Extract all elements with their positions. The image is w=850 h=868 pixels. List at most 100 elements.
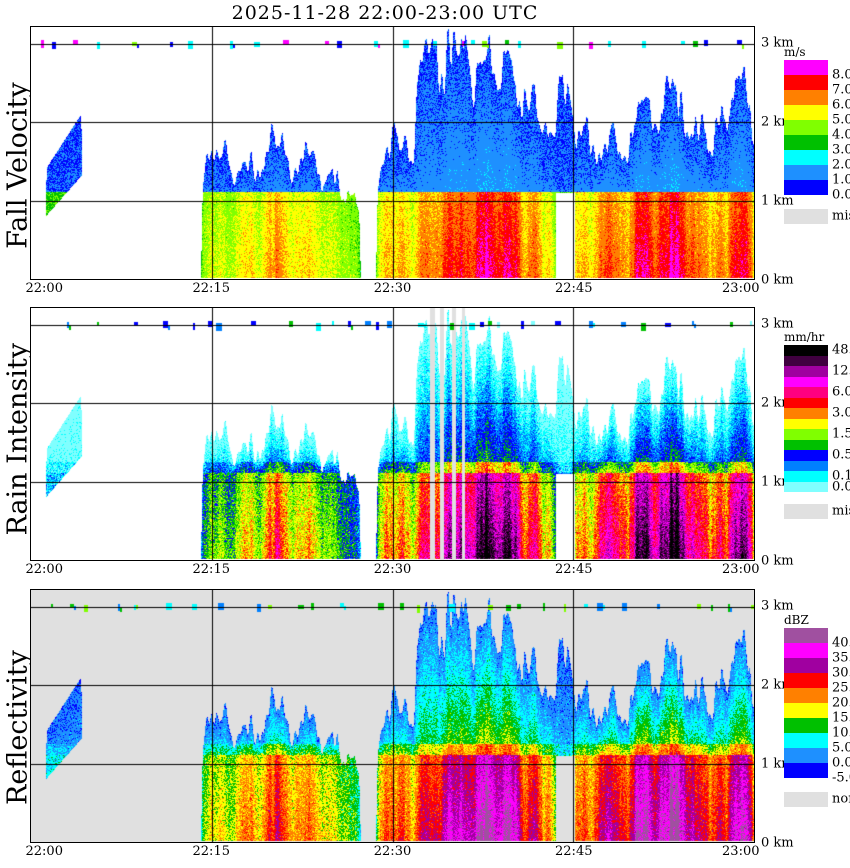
panel-rain-intensity	[30, 307, 755, 561]
ytick-0-2: 1 km	[761, 193, 794, 209]
panel-3-ylabel: Reflectivity	[2, 650, 34, 805]
colorbar-label: 10.0	[832, 725, 850, 741]
colorbar-label: 6.0	[832, 97, 850, 113]
colorbar-label: 4.0	[832, 127, 850, 143]
colorbar-label: 0.5	[832, 447, 850, 463]
colorbar-label: 3.0	[832, 142, 850, 158]
colorbar-band	[784, 688, 828, 703]
xtick-0-3: 22:45	[555, 281, 593, 296]
xtick-2-0: 22:00	[25, 844, 63, 859]
colorbar-band	[784, 150, 828, 165]
xtick-2-1: 22:15	[192, 844, 230, 859]
page-title: 2025-11-28 22:00-23:00 UTC	[231, 2, 539, 24]
colorbar-label: 0.0	[832, 755, 850, 771]
colorbar-band	[784, 643, 828, 658]
panel-2-ylabel: Rain Intensity	[2, 342, 34, 536]
xtick-2-4: 23:00	[722, 844, 760, 859]
colorbar-label: 6.0	[832, 384, 850, 400]
ytick-1-3: 0 km	[761, 553, 794, 569]
colorbar-label: -5.0	[832, 770, 850, 786]
colorbar-label: 20.0	[832, 695, 850, 711]
colorbar-band	[784, 628, 828, 643]
ytick-0-3: 0 km	[761, 272, 794, 288]
colorbar-band	[784, 429, 828, 440]
xtick-0-2: 22:30	[373, 281, 412, 296]
ytick-0-0: 3 km	[761, 35, 794, 51]
ytick-1-0: 3 km	[761, 316, 794, 332]
colorbar-units-rain-intensity: mm/hr	[784, 330, 825, 344]
colorbar-label: 30.0	[832, 665, 850, 681]
ytick-2-3: 0 km	[761, 835, 794, 851]
colorbar-label: 0.1	[832, 468, 850, 484]
colorbar-units-fall-velocity: m/s	[784, 45, 806, 59]
colorbar-missing-label-fall-velocity: miss	[832, 208, 850, 224]
colorbar-band	[784, 418, 828, 429]
colorbar-band	[784, 75, 828, 90]
colorbar-band	[784, 376, 828, 387]
colorbar-band	[784, 703, 828, 718]
xtick-1-2: 22:30	[373, 562, 412, 577]
colorbar-band	[784, 733, 828, 748]
colorbar-band	[784, 658, 828, 673]
colorbar-missing-swatch-fall-velocity	[784, 209, 828, 224]
xtick-1-1: 22:15	[192, 562, 230, 577]
xtick-1-3: 22:45	[555, 562, 593, 577]
panel-1-ylabel: Fall Velocity	[2, 82, 34, 249]
colorbar-swatches-reflectivity	[784, 628, 828, 778]
colorbar-label: 7.0	[832, 82, 850, 98]
colorbar-band	[784, 450, 828, 461]
colorbar-missing-swatch-rain-intensity	[784, 504, 828, 519]
colorbar-band	[784, 345, 828, 356]
colorbar-band	[784, 165, 828, 180]
colorbar-label: 8.0	[832, 67, 850, 83]
xtick-2-3: 22:45	[555, 844, 593, 859]
colorbar-band	[784, 471, 828, 482]
colorbar-band	[784, 748, 828, 763]
colorbar-band	[784, 387, 828, 398]
xtick-1-0: 22:00	[25, 562, 63, 577]
xtick-2-2: 22:30	[373, 844, 412, 859]
colorbar-label: 1.5	[832, 426, 850, 442]
colorbar-missing-label-rain-intensity: miss	[832, 503, 850, 519]
plot-area-rain-intensity[interactable]	[30, 307, 755, 561]
colorbar-missing-label-reflectivity: none	[832, 791, 850, 807]
colorbar-band	[784, 180, 828, 195]
colorbar-band	[784, 460, 828, 471]
colorbar-band	[784, 763, 828, 778]
colorbar-label: 3.0	[832, 405, 850, 421]
colorbar-units-reflectivity: dBZ	[784, 613, 809, 627]
colorbar-label: 15.0	[832, 710, 850, 726]
colorbar-label: 2.0	[832, 157, 850, 173]
colorbar-label: 12.0	[832, 363, 850, 379]
colorbar-label: 35.0	[832, 650, 850, 666]
colorbar-band	[784, 718, 828, 733]
colorbar-band	[784, 366, 828, 377]
panel-reflectivity	[30, 589, 755, 843]
xtick-0-4: 23:00	[722, 281, 760, 296]
colorbar-label: 0.0	[832, 187, 850, 203]
colorbar-band	[784, 90, 828, 105]
colorbar-band	[784, 439, 828, 450]
colorbar-label: 1.0	[832, 172, 850, 188]
colorbar-missing-swatch-reflectivity	[784, 792, 828, 807]
colorbar-band	[784, 355, 828, 366]
colorbar-band	[784, 60, 828, 75]
plot-area-reflectivity[interactable]	[30, 589, 755, 843]
colorbar-label: 0.0	[832, 479, 850, 495]
colorbar-band	[784, 105, 828, 120]
colorbar-band	[784, 673, 828, 688]
colorbar-band	[784, 135, 828, 150]
colorbar-label: 5.0	[832, 740, 850, 756]
ytick-2-0: 3 km	[761, 598, 794, 614]
colorbar-band	[784, 408, 828, 419]
colorbar-swatches-fall-velocity	[784, 60, 828, 195]
panel-fall-velocity	[30, 26, 755, 280]
colorbar-label: 5.0	[832, 112, 850, 128]
colorbar-label: 25.0	[832, 680, 850, 696]
xtick-0-1: 22:15	[192, 281, 230, 296]
colorbar-band	[784, 397, 828, 408]
colorbar-band	[784, 481, 828, 492]
xtick-0-0: 22:00	[25, 281, 63, 296]
xtick-1-4: 23:00	[722, 562, 760, 577]
plot-area-fall-velocity[interactable]	[30, 26, 755, 280]
